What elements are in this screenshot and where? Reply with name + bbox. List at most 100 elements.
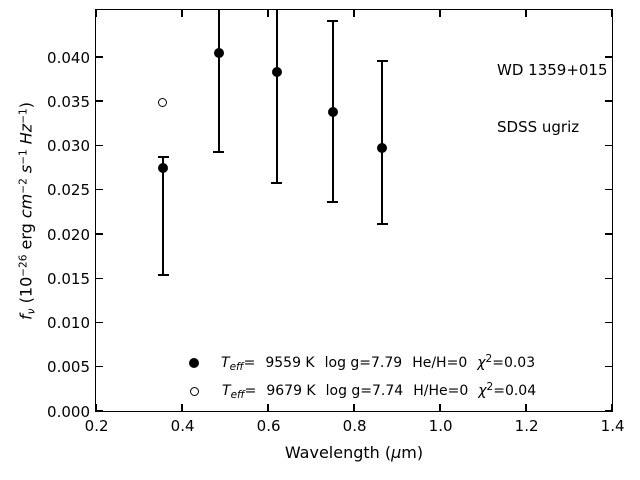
ylabel-open: (10 <box>16 276 36 309</box>
nu-subscript: ν <box>25 308 38 315</box>
error-bar-cap-top <box>157 155 169 158</box>
y-tick-left <box>96 56 103 58</box>
x-tick-bottom <box>96 404 97 411</box>
y-tick-right <box>605 366 612 368</box>
y-tick-label: 0.035 <box>47 92 90 111</box>
x-tick-bottom <box>353 404 355 411</box>
y-tick-left <box>96 144 103 147</box>
error-bar-cap-bottom <box>327 201 338 204</box>
teff-symbol: T <box>222 383 231 399</box>
error-bar-cap-bottom <box>213 150 225 153</box>
x-tick-bottom <box>181 404 183 411</box>
y-tick-right <box>605 410 612 411</box>
flux-symbol: f <box>16 314 36 320</box>
y-tick-left <box>96 233 103 235</box>
y-tick-label: 0.015 <box>47 269 90 288</box>
equals-sign: = <box>244 383 257 399</box>
x-tick-label: 0.2 <box>84 417 109 435</box>
y-tick-right <box>605 233 612 235</box>
ylabel-cm: cm <box>16 193 36 219</box>
legend-chi2: χ2=0.03 <box>477 353 536 371</box>
y-tick-left <box>96 188 103 191</box>
y-tick-left <box>96 366 103 368</box>
legend-teff-value: 9559 K <box>265 355 315 371</box>
y-tick-label: 0.030 <box>47 137 90 156</box>
error-bar-cap-bottom <box>271 181 283 184</box>
error-bar-cap-bottom <box>376 223 388 226</box>
x-tick-top <box>525 10 527 17</box>
x-tick-bottom <box>525 404 527 411</box>
x-tick-label: 1.2 <box>514 417 539 435</box>
legend-logg-value: log g=7.74 <box>325 383 404 399</box>
y-tick-right <box>605 56 612 58</box>
mu-symbol: μ <box>391 443 402 462</box>
y-tick-left <box>96 321 103 324</box>
x-tick-top <box>611 10 612 17</box>
legend-composition: H/He=0 <box>413 383 469 399</box>
ylabel-space1 <box>17 173 36 178</box>
error-bar-cap-bottom <box>157 273 169 276</box>
x-tick-label: 1.4 <box>600 417 625 435</box>
error-bar <box>162 156 165 275</box>
legend-row-he-model: Teff= 9559 K log g=7.79 He/H=0 χ2=0.03 <box>189 349 536 377</box>
legend-text-h-model: Teff= 9679 K log g=7.74 H/He=0 χ2=0.04 <box>222 381 536 401</box>
error-bar <box>381 61 384 225</box>
teff-symbol: T <box>221 355 230 371</box>
exponent-2: −2 <box>17 178 30 194</box>
photometry-system: SDSS ugriz <box>497 118 580 136</box>
target-annotation: WD 1359+015 SDSS ugriz <box>497 23 608 175</box>
error-bar-cap-top <box>327 19 338 22</box>
x-tick-bottom <box>611 404 612 411</box>
x-tick-top <box>96 10 97 17</box>
chi2-value: =0.03 <box>492 355 536 371</box>
data-point-filled-circle <box>213 48 224 59</box>
data-point-filled-circle <box>377 143 388 154</box>
y-tick-right <box>605 100 612 102</box>
x-tick-bottom <box>439 404 441 411</box>
ylabel-erg: erg <box>16 218 36 255</box>
legend-logg-value: log g=7.79 <box>324 355 403 371</box>
y-tick-label: 0.010 <box>47 314 90 333</box>
exponent-1a: −1 <box>17 149 30 165</box>
x-tick-bottom <box>267 404 269 411</box>
y-tick-right <box>605 144 612 147</box>
x-axis-label-text: Wavelength ( <box>284 443 392 462</box>
chi-exponent: 2 <box>486 381 494 393</box>
ylabel-space2 <box>17 144 36 149</box>
x-tick-label: 0.4 <box>170 417 195 435</box>
y-tick-label: 0.040 <box>47 48 90 67</box>
y-tick-right <box>605 321 612 324</box>
error-bar <box>217 10 220 152</box>
x-tick-label: 1.0 <box>428 417 453 435</box>
legend-row-h-model: Teff= 9679 K log g=7.74 H/He=0 χ2=0.04 <box>189 377 536 405</box>
filled-circle-icon <box>189 358 199 368</box>
ylabel-close: ) <box>16 102 36 109</box>
y-tick-label: 0.005 <box>47 358 90 377</box>
exponent-1b: −1 <box>17 108 30 124</box>
y-tick-label: 0.020 <box>47 225 90 244</box>
ylabel-hz: Hz <box>16 123 36 145</box>
data-point-filled-circle <box>327 106 338 117</box>
x-axis-label-unit-close: m) <box>401 443 424 462</box>
teff-subscript: eff <box>229 361 244 373</box>
y-tick-label: 0.025 <box>47 181 90 200</box>
legend-composition: He/H=0 <box>412 355 468 371</box>
equals-sign: = <box>243 355 256 371</box>
y-tick-left <box>96 277 103 279</box>
teff-subscript: eff <box>230 389 245 401</box>
chi-symbol: χ <box>478 383 487 399</box>
legend-chi2: χ2=0.04 <box>478 381 536 399</box>
x-tick-top <box>267 10 269 17</box>
error-bar-cap-top <box>376 60 388 63</box>
chi-exponent: 2 <box>485 353 493 365</box>
data-point-filled-circle <box>158 163 169 174</box>
x-axis-label: Wavelength (μm) <box>285 443 423 462</box>
open-circle-icon <box>190 386 199 396</box>
exponent-26: −26 <box>17 254 30 277</box>
error-bar <box>275 10 278 183</box>
y-tick-left <box>96 410 103 411</box>
y-axis-label: fν (10−26 erg cm−2 s−1 Hz−1) <box>16 102 38 320</box>
